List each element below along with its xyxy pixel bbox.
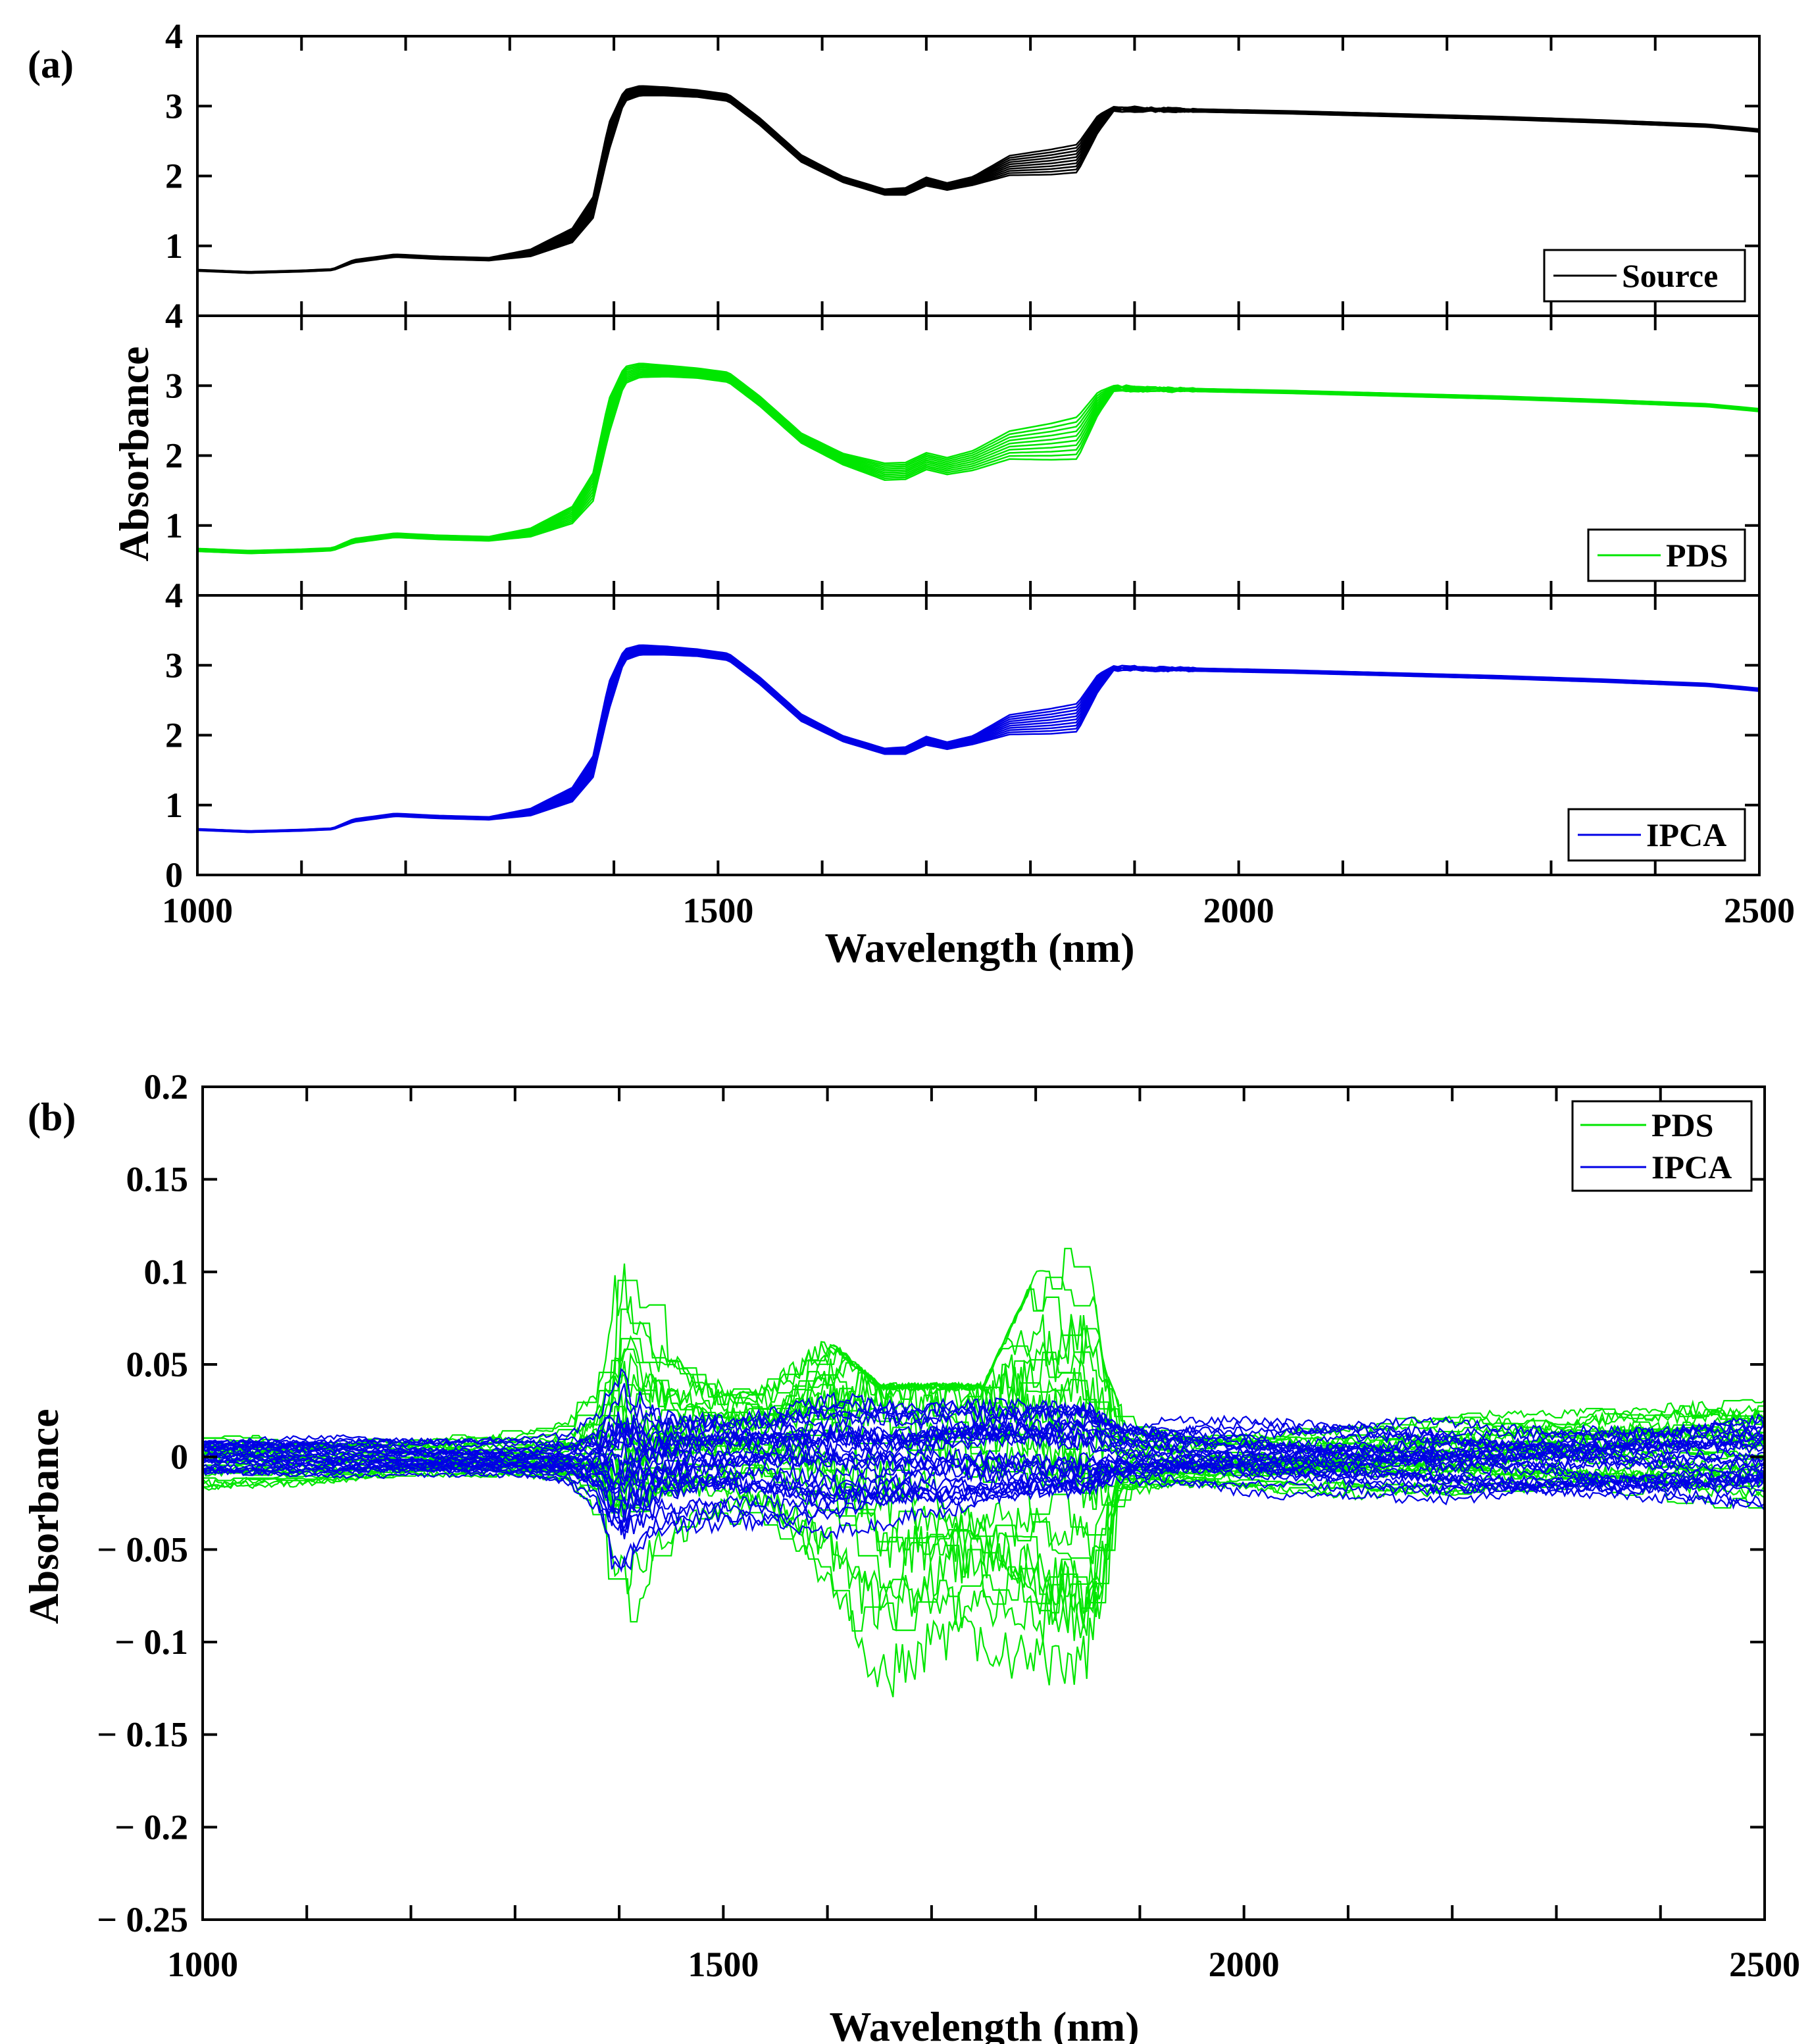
x-tick-label: 2000 <box>1203 891 1274 930</box>
difference-line-pds-24 <box>203 1335 1765 1508</box>
y-tick-label: 4 <box>165 16 183 56</box>
difference-line-ipca-15 <box>203 1455 1765 1535</box>
legend-label: Source <box>1622 257 1718 294</box>
difference-line-ipca-26 <box>203 1418 1765 1460</box>
difference-line-pds-9 <box>203 1468 1765 1632</box>
subplot-frame <box>201 1085 1766 1921</box>
subplot-pds: 1 2 3 4 PDS <box>165 296 1761 597</box>
subplot-ipca: 0 1 2 3 4 IPCA <box>165 576 1761 895</box>
y-tick-label: 0.05 <box>126 1345 189 1384</box>
panel-b-x-axis-label: Wavelength (nm) <box>829 2003 1139 2044</box>
subplot-difference <box>201 1085 1766 1921</box>
difference-line-pds-8 <box>203 1276 1765 1447</box>
x-tick-label: 2000 <box>1209 1945 1280 1984</box>
x-tick-label: 1000 <box>167 1945 238 1984</box>
spectrum-line-ipca-10 <box>197 644 1760 832</box>
panel-a-x-axis-label: Wavelength (nm) <box>824 924 1134 971</box>
y-tick-label: − 0.1 <box>114 1622 188 1662</box>
y-tick-label: 4 <box>165 296 183 336</box>
legend-ipca: IPCA <box>1567 808 1746 862</box>
panel-b-legend: PDS IPCA <box>1571 1100 1753 1192</box>
subplot-source: 1 2 3 4 Source <box>165 16 1761 317</box>
y-tick-label: 4 <box>165 576 183 615</box>
x-tick-label: 1000 <box>162 891 233 930</box>
x-tick-label: 1500 <box>682 891 753 930</box>
panel-a: (a) 1 2 3 4 Source 1 2 3 4 PDS 0 1 2 3 4 IPCA 1000 150… <box>28 16 1795 971</box>
difference-line-ipca-25 <box>203 1422 1765 1460</box>
legend-box <box>1571 1100 1753 1192</box>
y-tick-label: − 0.15 <box>97 1715 188 1755</box>
spectrum-line-source-10 <box>197 85 1760 273</box>
difference-line-ipca-23 <box>203 1430 1765 1487</box>
legend-label: PDS <box>1666 537 1728 574</box>
y-tick-label: 0.2 <box>144 1067 189 1107</box>
panel-a-label: (a) <box>28 43 74 86</box>
difference-line-ipca-17 <box>203 1450 1765 1519</box>
legend-pds: PDS <box>1587 528 1746 582</box>
x-tick-label: 2500 <box>1724 891 1795 930</box>
y-tick-label: 0 <box>165 855 183 895</box>
x-tick-label: 2500 <box>1729 1945 1800 1984</box>
y-tick-label: 3 <box>165 645 183 685</box>
difference-curves <box>203 1247 1765 1697</box>
legend-source: Source <box>1543 249 1746 303</box>
panel-a-y-axis-label: Absorbance <box>111 346 157 561</box>
panel-b: (b) 1000 1500 2000 2500 − 0.25− 0.2− 0.15− … <box>20 1067 1800 2044</box>
legend-label-ipca: IPCA <box>1651 1149 1732 1185</box>
legend-label: IPCA <box>1646 816 1726 853</box>
y-tick-label: 2 <box>165 716 183 755</box>
y-tick-label: 0 <box>170 1437 188 1477</box>
y-tick-label: 1 <box>165 226 183 266</box>
y-tick-label: 1 <box>165 506 183 545</box>
y-tick-label: 0.15 <box>126 1160 189 1199</box>
spectrum-line-pds-10 <box>197 362 1760 552</box>
difference-line-ipca-12 <box>203 1464 1765 1529</box>
y-tick-label: 0.1 <box>144 1252 189 1291</box>
panel-b-label: (b) <box>28 1095 76 1139</box>
x-tick-label: 1500 <box>688 1945 759 1984</box>
y-tick-label: − 0.2 <box>114 1807 188 1847</box>
y-tick-label: 3 <box>165 366 183 405</box>
y-tick-label: 3 <box>165 86 183 126</box>
difference-line-ipca-20 <box>203 1449 1765 1491</box>
difference-line-ipca-6 <box>203 1383 1765 1449</box>
legend-label-pds: PDS <box>1651 1107 1713 1143</box>
panel-b-y-tick-labels: − 0.25 − 0.2 − 0.15 − 0.1 − 0.05 0 0.05 0.1 0.15… <box>97 1067 188 1939</box>
y-tick-label: − 0.05 <box>97 1530 188 1569</box>
panel-b-x-tick-labels: 1000 1500 2000 2500 <box>167 1945 1800 1984</box>
difference-line-ipca-7 <box>203 1367 1765 1447</box>
y-tick-label: 2 <box>165 157 183 196</box>
y-tick-label: 1 <box>165 785 183 825</box>
y-tick-label: − 0.25 <box>97 1900 188 1939</box>
panel-a-x-tick-labels: 1000 1500 2000 2500 <box>162 891 1795 930</box>
panel-b-y-axis-label: Absorbance <box>20 1408 67 1624</box>
y-tick-label: 2 <box>165 436 183 476</box>
